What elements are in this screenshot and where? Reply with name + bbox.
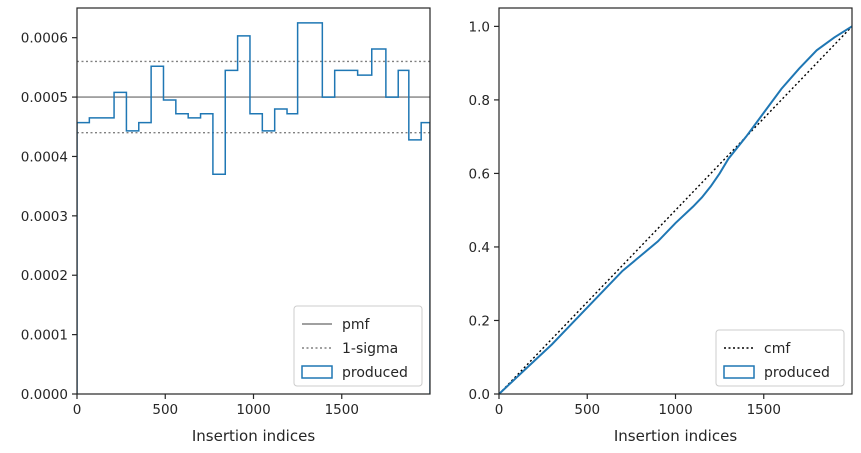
histogram-bin: [114, 92, 126, 394]
x-tick-label: 1000: [658, 402, 692, 418]
y-tick-label: 0.2: [469, 313, 490, 329]
y-tick-label: 0.0002: [21, 268, 68, 284]
series-cmf: [499, 25, 852, 394]
legend-box: [715, 329, 845, 387]
x-tick-label: 1500: [747, 402, 781, 418]
series-produced: [499, 25, 852, 394]
legend-swatch: [301, 365, 333, 379]
histogram-bin: [225, 70, 237, 394]
legend-label: cmf: [764, 341, 791, 357]
plot-area: [77, 22, 430, 394]
x-tick-label: 1000: [236, 402, 270, 418]
y-tick-label: 0.8: [469, 93, 490, 109]
y-tick-label: 0.0004: [21, 149, 68, 165]
legend-label: 1-sigma: [342, 341, 398, 357]
y-tick-label: 0.0005: [21, 90, 68, 106]
x-tick-label: 500: [574, 402, 600, 418]
histogram-bin: [77, 123, 89, 394]
y-tick-label: 0.4: [469, 240, 490, 256]
y-tick-label: 0.0003: [21, 209, 68, 225]
histogram-bin: [151, 66, 163, 394]
legend-label: produced: [764, 365, 830, 381]
legend-swatch: [723, 365, 755, 379]
y-tick-label: 0.6: [469, 166, 490, 182]
legend-label: produced: [342, 365, 408, 381]
histogram-bin: [250, 114, 262, 394]
histogram-bin: [126, 131, 138, 394]
plot-area: [499, 25, 852, 394]
legend: cmf produced: [715, 329, 845, 387]
legend-label: pmf: [342, 317, 371, 333]
x-tick-label: 1500: [325, 402, 359, 418]
histogram-bin: [262, 131, 274, 394]
chart-panel-1: 0 500 1000 1500 0.0000 0.0001 0.0002 0.0003 0.00…: [21, 7, 431, 445]
histogram-bin: [89, 118, 101, 394]
histogram-bin: [139, 123, 151, 394]
histogram-bin: [163, 100, 175, 394]
y-tick-label: 0.0: [469, 387, 490, 403]
x-tick-label: 0: [495, 402, 504, 418]
series-produced: [77, 22, 430, 394]
y-tick-label: 1.0: [469, 19, 490, 35]
x-tick-label: 500: [152, 402, 178, 418]
histogram-bin: [201, 114, 213, 394]
x-axis-label: Insertion indices: [192, 427, 315, 445]
legend: pmf 1-sigma produced: [293, 305, 423, 387]
histogram-bin: [213, 174, 225, 394]
histogram-bin: [188, 118, 200, 394]
histogram-bin: [238, 36, 250, 394]
y-tick-label: 0.0001: [21, 328, 68, 344]
histogram-bin: [275, 109, 287, 394]
x-axis-label: Insertion indices: [614, 427, 737, 445]
histogram-bin: [176, 114, 188, 394]
y-tick-label: 0.0006: [21, 31, 68, 47]
chart-panel-2: 0 500 1000 1500 0.0 0.2 0.4 0.6 0.8 1.0 Insertion …: [469, 7, 853, 445]
histogram-bin: [102, 118, 114, 394]
y-tick-label: 0.0000: [21, 387, 68, 403]
x-tick-label: 0: [73, 402, 82, 418]
